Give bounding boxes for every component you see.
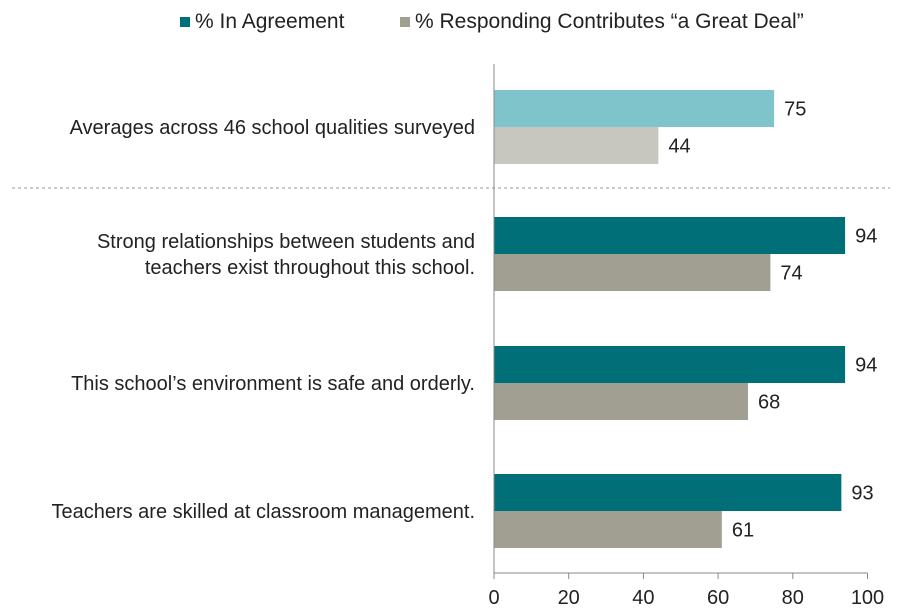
legend: % In Agreement % Responding Contributes … [0, 10, 901, 36]
category-label-2-line-0: This school’s environment is safe and or… [71, 373, 475, 395]
bar-great-deal-3 [494, 511, 722, 548]
bar-great-deal-2 [494, 383, 748, 420]
bar-great-deal-1 [494, 254, 771, 291]
x-tick-label-100: 100 [851, 587, 884, 608]
x-tick-label-0: 0 [488, 587, 499, 608]
x-tick-label-60: 60 [707, 587, 729, 608]
category-label-1-line-0: Strong relationships between students an… [97, 231, 475, 253]
value-label-great-deal-1: 74 [780, 263, 802, 285]
x-tick-label-20: 20 [558, 587, 580, 608]
value-label-agreement-0: 75 [784, 99, 806, 121]
category-label-0-line-0: Averages across 46 school qualities surv… [70, 117, 475, 139]
legend-item-agreement: % In Agreement [180, 10, 344, 34]
legend-swatch-agreement [180, 17, 190, 27]
legend-label-agreement: % In Agreement [195, 10, 345, 33]
bar-great-deal-0 [494, 127, 659, 164]
value-label-great-deal-3: 61 [732, 520, 754, 542]
bar-agreement-1 [494, 217, 846, 254]
value-label-agreement-2: 94 [855, 355, 877, 377]
category-label-3-line-0: Teachers are skilled at classroom manage… [51, 501, 475, 523]
legend-label-great-deal: % Responding Contributes “a Great Deal” [415, 10, 804, 33]
value-label-great-deal-0: 44 [668, 136, 690, 158]
bar-agreement-3 [494, 474, 842, 511]
bar-agreement-2 [494, 346, 846, 383]
category-label-1-line-1: teachers exist throughout this school. [145, 257, 475, 279]
legend-swatch-great-deal [400, 17, 410, 27]
value-label-agreement-3: 93 [851, 483, 873, 505]
value-label-agreement-1: 94 [855, 226, 877, 248]
x-tick-label-80: 80 [782, 587, 804, 608]
legend-item-great-deal: % Responding Contributes “a Great Deal” [400, 10, 804, 34]
x-tick-label-40: 40 [632, 587, 654, 608]
bar-agreement-0 [494, 90, 775, 127]
value-label-great-deal-2: 68 [758, 392, 780, 414]
